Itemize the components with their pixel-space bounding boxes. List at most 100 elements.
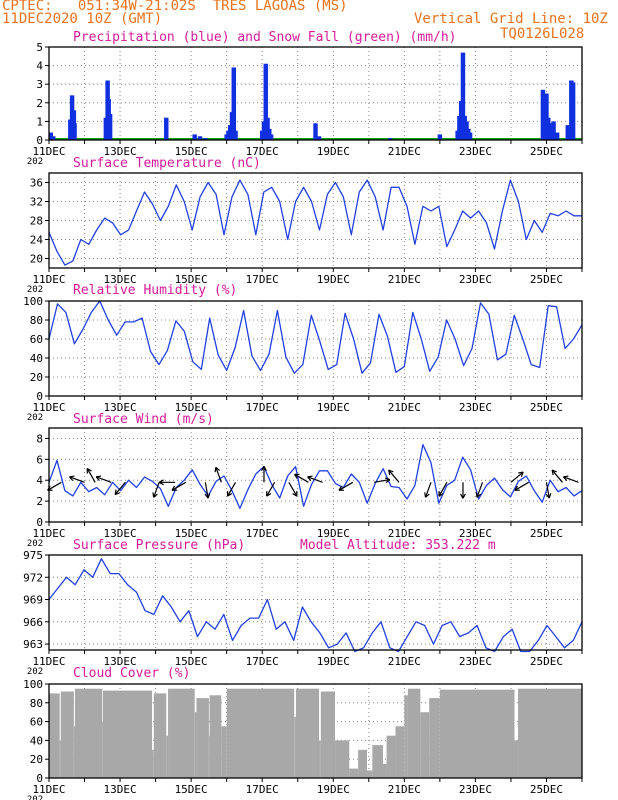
wind-arrow [95, 475, 112, 483]
wind-arrow [266, 482, 276, 497]
x-tick-label: 13DEC [104, 145, 137, 158]
cloud-area [404, 695, 408, 778]
panel-temperature-title: Surface Temperature (nC) [73, 156, 261, 171]
y-tick-label: 3 [36, 78, 43, 91]
y-tick-label: 972 [23, 571, 43, 584]
cloud-area [420, 712, 430, 778]
precip-bar [263, 63, 268, 140]
x-tick-label: 23DEC [459, 401, 492, 414]
x-tick-label: 19DEC [317, 401, 350, 414]
x-tick-label: 19DEC [317, 145, 350, 158]
cloud-area [358, 749, 368, 778]
cloud-area [102, 721, 104, 778]
x-tick-label: 23DEC [459, 527, 492, 540]
wind-arrow [562, 475, 579, 483]
precip-bar [231, 67, 236, 140]
panel-frame [48, 172, 583, 269]
y-tick-label: 40 [30, 352, 43, 365]
x-tick-label: 11DEC [32, 527, 65, 540]
panel-precip-title: Precipitation (blue) and Snow Fall (gree… [73, 30, 457, 45]
x-tick-label: 21DEC [388, 145, 421, 158]
x-year-label: 202 [27, 285, 43, 295]
wind-arrow [47, 481, 62, 491]
cloud-area [514, 740, 519, 778]
wind-arrow [158, 479, 176, 486]
y-tick-label: 60 [30, 333, 43, 346]
cloud-area [429, 698, 440, 778]
cloud-area [60, 691, 74, 778]
panel-frame [48, 300, 583, 397]
precip-bar [437, 134, 443, 140]
panel-cloud: 0 20 40 60 80 100 11DEC 13DEC 15DEC 17DEC 19DEC 21D… [23, 678, 583, 800]
header-run-time: 11DEC2020 10Z (GMT) [2, 11, 163, 27]
precip-bar [203, 138, 208, 140]
cloud-area [439, 689, 515, 778]
x-tick-label: 17DEC [246, 273, 279, 286]
wind-arrow [388, 469, 400, 483]
precip-bar [268, 134, 274, 140]
y-tick-label: 20 [30, 371, 43, 384]
precip-bar [316, 136, 322, 140]
precip-bar [197, 136, 203, 140]
x-tick-label: 13DEC [104, 273, 137, 286]
precip-bar [51, 136, 56, 140]
precip-bar [387, 138, 393, 140]
y-tick-label: 966 [23, 616, 43, 629]
x-year-label: 202 [27, 667, 43, 677]
cloud-area [59, 740, 61, 778]
panel-frame [48, 683, 583, 779]
x-tick-label: 17DEC [246, 783, 279, 796]
panel-precip: 0 1 2 3 4 5 11DEC 13DEC 15DEC 17DEC 19DEC 21DEC 23DE… [27, 41, 583, 167]
cloud-area [407, 688, 421, 778]
cloud-area [168, 688, 195, 778]
precip-bar [192, 134, 197, 140]
header-grid-note: Vertical Grid Line: 10Z [414, 11, 608, 27]
cloud-area [518, 688, 582, 778]
x-tick-label: 15DEC [175, 401, 208, 414]
cloud-area [209, 695, 222, 778]
x-tick-label: 15DEC [175, 145, 208, 158]
x-year-label: 202 [27, 157, 43, 167]
cloud-area [194, 712, 197, 778]
x-tick-label: 23DEC [459, 145, 492, 158]
y-tick-label: 969 [23, 594, 43, 607]
y-tick-label: 0 [36, 516, 43, 529]
cloud-area [73, 726, 75, 778]
temperature-line [48, 179, 582, 266]
x-tick-label: 23DEC [459, 783, 492, 796]
x-tick-label: 11DEC [32, 145, 65, 158]
wind-arrow [214, 466, 222, 483]
panel-temperature: 20 24 28 32 36 11DEC 13DEC 15DEC 17DEC 19DEC 21DEC… [27, 172, 583, 295]
y-tick-label: 24 [30, 234, 44, 247]
y-tick-label: 6 [36, 453, 43, 466]
y-tick-label: 20 [30, 253, 43, 266]
y-tick-label: 963 [23, 638, 43, 651]
y-tick-label: 0 [36, 134, 43, 147]
wind-arrow [114, 481, 126, 496]
x-year-label: 202 [27, 539, 43, 549]
pressure-line [48, 558, 583, 653]
x-tick-label: 21DEC [388, 783, 421, 796]
x-tick-label: 25DEC [530, 273, 563, 286]
x-tick-label: 13DEC [104, 401, 137, 414]
precip-bar [551, 121, 556, 140]
x-tick-label: 13DEC [104, 527, 137, 540]
x-tick-label: 19DEC [317, 273, 350, 286]
wind-arrow [510, 471, 524, 483]
x-tick-label: 21DEC [388, 401, 421, 414]
x-tick-label: 23DEC [459, 655, 492, 668]
x-tick-label: 13DEC [104, 655, 137, 668]
y-tick-label: 2 [36, 97, 43, 110]
x-tick-label: 19DEC [317, 783, 350, 796]
wind-line [48, 444, 583, 510]
precip-bar [460, 52, 466, 140]
cloud-area [335, 740, 350, 778]
cloud-area [152, 749, 154, 778]
x-tick-label: 17DEC [246, 527, 279, 540]
x-tick-label: 11DEC [32, 655, 65, 668]
precip-bar [467, 132, 473, 140]
x-tick-label: 25DEC [530, 655, 563, 668]
wind-arrow [261, 466, 267, 483]
y-tick-label: 60 [30, 716, 43, 729]
humidity-line [48, 300, 583, 374]
